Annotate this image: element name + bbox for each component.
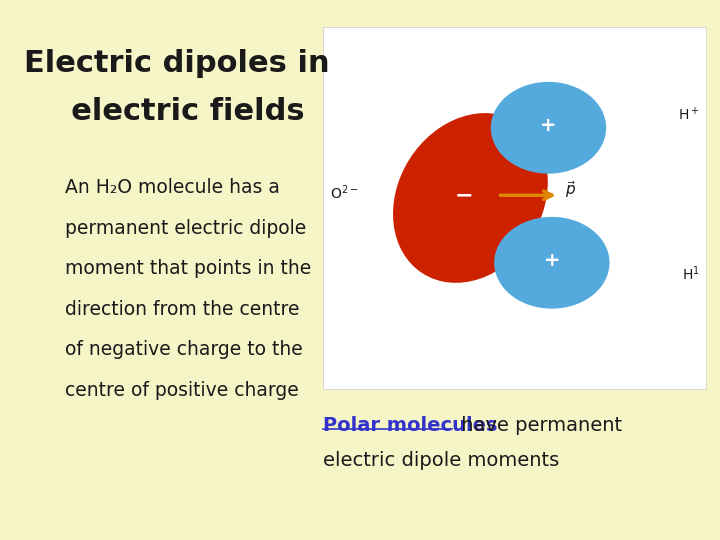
Circle shape xyxy=(494,217,610,309)
Text: electric dipole moments: electric dipole moments xyxy=(323,451,559,470)
FancyBboxPatch shape xyxy=(323,27,706,389)
Text: +: + xyxy=(544,251,560,269)
Text: Electric dipoles in: Electric dipoles in xyxy=(24,49,330,78)
Text: $\vec{p}$: $\vec{p}$ xyxy=(565,179,577,200)
Ellipse shape xyxy=(393,113,548,283)
Text: O$^{2-}$: O$^{2-}$ xyxy=(330,183,358,202)
Text: −: − xyxy=(454,185,473,205)
Text: H$^+$: H$^+$ xyxy=(678,106,700,123)
Text: permanent electric dipole: permanent electric dipole xyxy=(65,219,306,238)
Text: Polar molecules: Polar molecules xyxy=(323,416,498,435)
Text: centre of positive charge: centre of positive charge xyxy=(65,381,299,400)
Text: of negative charge to the: of negative charge to the xyxy=(65,340,302,359)
Text: have permanent: have permanent xyxy=(455,416,622,435)
FancyArrowPatch shape xyxy=(500,191,552,199)
Text: direction from the centre: direction from the centre xyxy=(65,300,300,319)
Text: electric fields: electric fields xyxy=(50,97,305,126)
Text: +: + xyxy=(540,116,557,134)
Text: H$^1$: H$^1$ xyxy=(682,264,700,283)
Circle shape xyxy=(491,82,606,174)
Text: An H₂O molecule has a: An H₂O molecule has a xyxy=(65,178,280,197)
Text: moment that points in the: moment that points in the xyxy=(65,259,311,278)
